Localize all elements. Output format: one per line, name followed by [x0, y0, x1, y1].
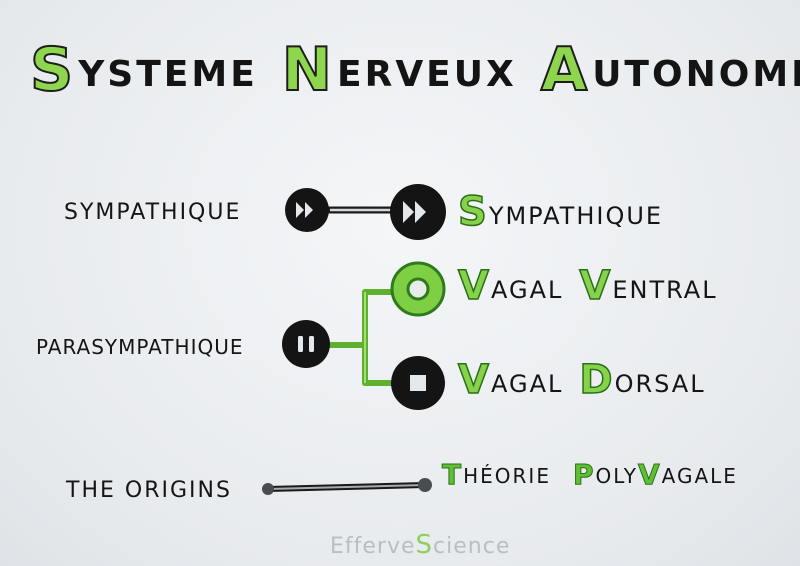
title-word-systeme: S ysteme: [29, 35, 258, 105]
cap-letter: V: [579, 263, 613, 309]
rest-letters: héorie: [463, 464, 551, 488]
parasympathique-connector: [327, 289, 398, 386]
label-the-origins: The origins: [66, 478, 232, 503]
origins-connector: [262, 478, 432, 495]
rest-letters: ympathique: [488, 202, 664, 230]
brand-logo: EfferveScience: [330, 530, 509, 560]
title-cap: S: [29, 35, 77, 105]
cap-letter: P: [572, 458, 596, 491]
rest-letters: agal: [490, 276, 564, 304]
rest-letters: agale: [661, 464, 738, 488]
rest-letters: oly: [595, 464, 638, 488]
title-cap: N: [281, 35, 335, 105]
word-vagal: V agal: [457, 357, 564, 403]
title-rest: erveux: [337, 54, 517, 95]
cap-letter: T: [441, 458, 464, 491]
page-title: S ysteme N erveux A utonome: [29, 30, 800, 105]
label-parasympathique: Parasympathique: [36, 335, 244, 359]
logo-post: cience: [433, 534, 511, 559]
word-polyvagale: P oly V agale: [572, 458, 738, 491]
word-ventral: V entral: [579, 263, 718, 309]
word-sympathique: S ympathique: [457, 189, 664, 235]
cap-letter: V: [457, 357, 491, 403]
word-vagal: V agal: [457, 263, 564, 309]
word-dorsal: D orsal: [579, 357, 706, 403]
cap-letter: D: [579, 357, 615, 403]
label-sympathique: Sympathique: [64, 200, 242, 225]
cap-letter: V: [637, 458, 662, 491]
rest-letters: agal: [490, 370, 564, 398]
label-theorie-polyvagale: T héorie P oly V agale: [441, 458, 738, 491]
pause-icon: [282, 320, 330, 368]
label-right-sympathique: S ympathique: [457, 189, 664, 235]
logo-pre: Efferve: [330, 534, 416, 559]
rest-letters: orsal: [614, 370, 706, 398]
title-word-autonome: A utonome: [540, 35, 800, 105]
word-theorie: T héorie: [441, 458, 551, 491]
stop-icon: [391, 356, 445, 410]
label-vagal-ventral: V agal V entral: [457, 263, 718, 309]
rest-letters: entral: [612, 276, 718, 304]
cap-letter: V: [457, 263, 491, 309]
label-vagal-dorsal: V agal D orsal: [457, 357, 706, 403]
logo-accent: S: [415, 530, 434, 560]
title-word-nerveux: N erveux: [281, 35, 517, 105]
fast-forward-icon: [390, 184, 446, 240]
title-rest: ysteme: [78, 54, 258, 95]
ring-icon: [390, 261, 446, 317]
cap-letter: S: [457, 189, 489, 235]
title-rest: utonome: [592, 54, 800, 95]
fast-forward-icon: [285, 188, 329, 232]
title-cap: A: [540, 35, 591, 105]
